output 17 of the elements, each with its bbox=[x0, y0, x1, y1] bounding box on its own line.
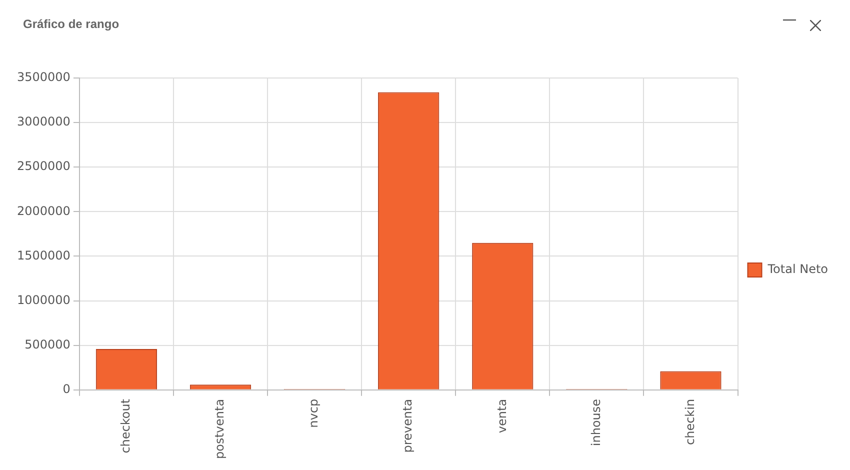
y-tick-label: 500000 bbox=[24, 338, 70, 352]
y-tick-label: 3500000 bbox=[16, 70, 70, 84]
x-tick-label: checkin bbox=[682, 398, 697, 446]
x-tick-label: checkout bbox=[118, 398, 133, 454]
x-tick-label: postventa bbox=[212, 398, 227, 460]
x-tick-label: venta bbox=[494, 398, 509, 434]
y-tick-label: 1500000 bbox=[16, 248, 70, 262]
legend-label: Total Neto bbox=[766, 262, 828, 276]
x-tick-label: inhouse bbox=[588, 398, 603, 446]
y-tick-label: 0 bbox=[62, 382, 70, 396]
y-tick-label: 2500000 bbox=[16, 159, 70, 174]
x-tick-label: preventa bbox=[400, 398, 415, 453]
y-tick-label: 3000000 bbox=[16, 114, 70, 129]
x-tick-label: nvcp bbox=[306, 398, 321, 428]
chart-title: Gráfico de rango bbox=[23, 17, 120, 31]
y-tick-label: 1000000 bbox=[16, 292, 70, 307]
y-tick-label: 2000000 bbox=[16, 204, 70, 218]
